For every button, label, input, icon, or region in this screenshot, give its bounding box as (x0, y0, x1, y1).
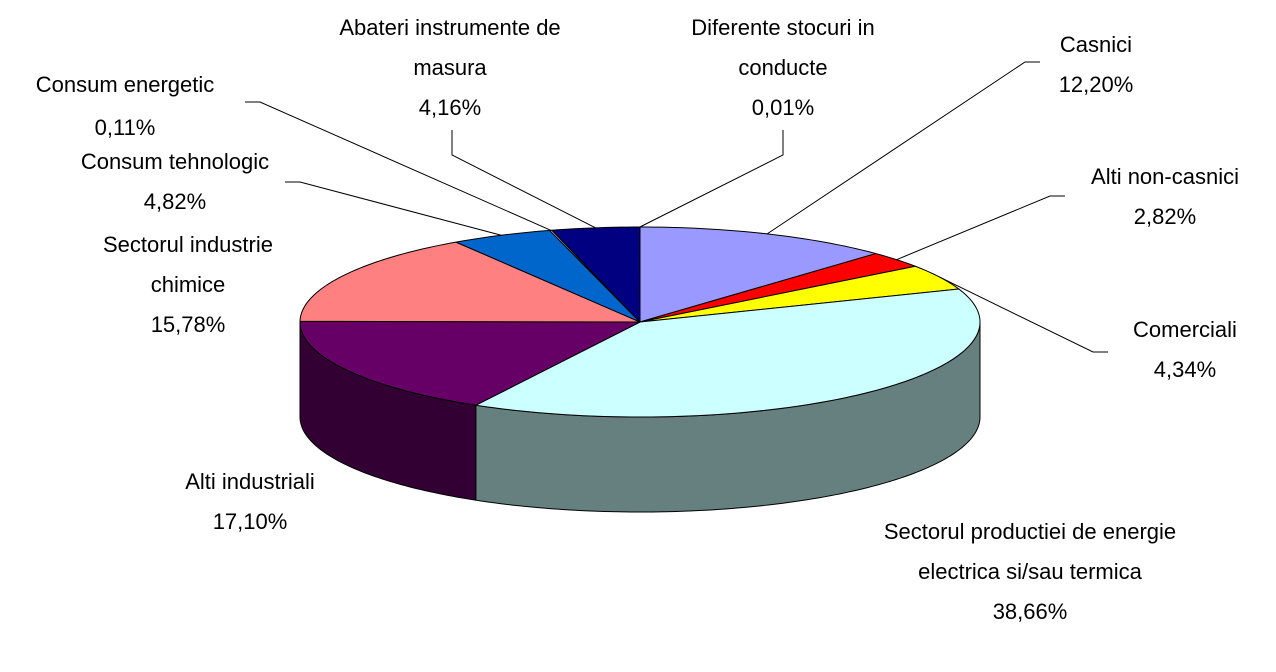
category-label: Diferente stocuri in conducte (691, 15, 875, 80)
slice-label: Alti non-casnici 2,82% (1055, 157, 1275, 237)
category-label: Consum energetic (35, 72, 215, 97)
category-label: Alti non-casnici (1091, 164, 1239, 189)
value-label: 4,82% (143, 189, 207, 214)
value-label: 4,16% (418, 95, 482, 120)
slice-label: Casnici 12,20% (996, 25, 1196, 105)
slice-label: Comerciali 4,34% (1105, 310, 1265, 390)
value-label: 15,78% (150, 312, 226, 337)
slice-label: Consum energetic 0,11% (0, 65, 255, 148)
value-label: 0,01% (751, 95, 815, 120)
pie-slice (551, 226, 641, 323)
pie-slice (639, 265, 960, 323)
leader-line (939, 276, 1108, 353)
category-label: Comerciali (1133, 317, 1237, 342)
slice-label: Sectorul industrie chimice 15,78% (83, 225, 293, 345)
category-label: Sectorul productiei de energie electrica… (883, 519, 1177, 584)
leader-line (451, 130, 596, 229)
category-label: Alti industriali (185, 469, 315, 494)
pie-slice (639, 253, 916, 323)
category-label: Casnici (1059, 32, 1133, 57)
value-label: 4,34% (1153, 357, 1217, 382)
leader-lines (245, 61, 1108, 353)
value-label: 12,20% (1058, 72, 1134, 97)
pie-slice (299, 241, 641, 323)
slice-label: Diferente stocuri in conducte 0,01% (658, 8, 908, 128)
pie-slice (639, 226, 877, 323)
value-label: 38,66% (992, 599, 1068, 624)
leader-line (285, 181, 502, 236)
leader-line (766, 61, 1040, 235)
category-label: Abateri instrumente de masura (339, 15, 561, 80)
value-label: 17,10% (212, 509, 288, 534)
pie-slice (299, 320, 641, 406)
slice-label: Sectorul productiei de energie electrica… (875, 512, 1185, 632)
slice-label: Alti industriali 17,10% (140, 462, 360, 542)
leader-line (639, 130, 784, 228)
pie-tops (299, 226, 981, 418)
value-label: 0,11% (94, 115, 156, 140)
pie-slice (475, 288, 981, 418)
leader-line (896, 195, 1065, 261)
category-label: Sectorul industrie chimice (103, 232, 273, 297)
category-label: Consum tehnologic (80, 149, 270, 174)
slice-label: Consum tehnologic 4,82% (45, 142, 305, 222)
leader-line (245, 101, 552, 231)
value-label: 2,82% (1133, 204, 1197, 229)
slice-label: Abateri instrumente de masura 4,16% (300, 8, 600, 128)
